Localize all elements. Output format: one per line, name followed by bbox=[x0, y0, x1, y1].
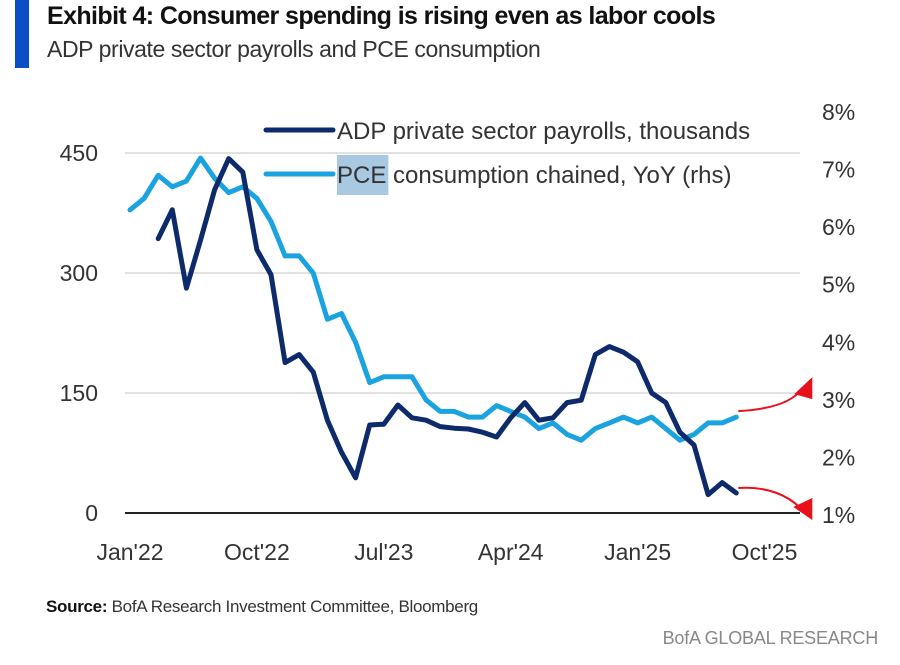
annotation-arrow-down bbox=[738, 486, 802, 509]
legend-pce-rest: consumption chained, YoY (rhs) bbox=[386, 162, 731, 189]
source-text: BofA Research Investment Committee, Bloo… bbox=[107, 597, 479, 616]
source-label: Source: bbox=[46, 597, 108, 616]
y-right-tick-label: 3% bbox=[822, 387, 855, 413]
legend-pce-label: PCE consumption chained, YoY (rhs) bbox=[337, 162, 731, 189]
y-left-tick-label: 300 bbox=[60, 260, 98, 286]
series-lines bbox=[127, 155, 739, 498]
legend-text-selection-highlight bbox=[337, 155, 389, 195]
x-tick-label: Apr'24 bbox=[478, 539, 544, 565]
legend-adp-label: ADP private sector payrolls, thousands bbox=[337, 118, 750, 145]
x-tick-label: Jan'22 bbox=[96, 539, 163, 565]
y-right-tick-label: 5% bbox=[822, 272, 855, 298]
gridlines bbox=[125, 152, 800, 514]
chart-title: Exhibit 4: Consumer spending is rising e… bbox=[47, 2, 716, 30]
x-tick-label: Jul'23 bbox=[354, 539, 413, 565]
source-note: Source: BofA Research Investment Committ… bbox=[46, 597, 478, 617]
legend-pce-highlighted-word: PCE bbox=[337, 162, 386, 189]
y-right-tick-label: 2% bbox=[822, 444, 855, 470]
arrowhead-up-icon bbox=[794, 377, 813, 400]
y-left-tick-label: 150 bbox=[60, 380, 98, 406]
y-right-tick-label: 7% bbox=[822, 157, 855, 183]
annotations bbox=[738, 377, 813, 520]
y-right-tick-label: 4% bbox=[822, 329, 855, 355]
x-tick-label: Jan'25 bbox=[604, 539, 671, 565]
pce-series-line bbox=[127, 155, 739, 443]
x-tick-label: Oct'22 bbox=[224, 539, 290, 565]
arrowhead-down-icon bbox=[793, 498, 813, 520]
y-axis-left: 0 150 300 450 bbox=[60, 140, 98, 526]
y-left-tick-label: 450 bbox=[60, 140, 98, 166]
y-left-tick-label: 0 bbox=[85, 500, 98, 526]
legend: ADP private sector payrolls, thousands P… bbox=[263, 118, 750, 195]
brand-label: BofA GLOBAL RESEARCH bbox=[662, 628, 879, 648]
adp-series-line bbox=[155, 156, 739, 498]
y-right-tick-label: 6% bbox=[822, 214, 855, 240]
accent-bar bbox=[15, 0, 29, 68]
x-axis: Jan'22 Oct'22 Jul'23 Apr'24 Jan'25 Oct'25 bbox=[96, 539, 797, 565]
y-right-tick-label: 1% bbox=[822, 502, 855, 528]
x-tick-label: Oct'25 bbox=[732, 539, 798, 565]
y-axis-right: 1% 2% 3% 4% 5% 6% 7% 8% bbox=[822, 99, 855, 528]
y-right-tick-label: 8% bbox=[822, 99, 855, 125]
chart-subtitle: ADP private sector payrolls and PCE cons… bbox=[47, 36, 541, 62]
